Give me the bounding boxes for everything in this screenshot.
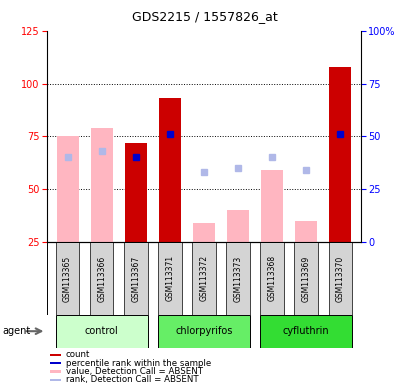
- Text: count: count: [66, 350, 90, 359]
- Bar: [192, 223, 215, 242]
- Text: GSM113367: GSM113367: [131, 255, 140, 301]
- Bar: [328, 242, 351, 315]
- Bar: [226, 242, 249, 315]
- Text: cyfluthrin: cyfluthrin: [282, 326, 329, 336]
- Text: GSM113368: GSM113368: [267, 255, 276, 301]
- Text: agent: agent: [2, 326, 30, 336]
- Text: GSM113373: GSM113373: [233, 255, 242, 301]
- Bar: [56, 136, 79, 242]
- Bar: [90, 128, 112, 242]
- Text: control: control: [85, 326, 118, 336]
- Text: GSM113369: GSM113369: [301, 255, 310, 301]
- Text: chlorpyrifos: chlorpyrifos: [175, 326, 232, 336]
- Text: GSM113365: GSM113365: [63, 255, 72, 301]
- Text: GSM113370: GSM113370: [335, 255, 344, 301]
- Text: GSM113366: GSM113366: [97, 255, 106, 301]
- Bar: [294, 221, 317, 242]
- Bar: [158, 315, 249, 348]
- Text: GDS2215 / 1557826_at: GDS2215 / 1557826_at: [132, 10, 277, 23]
- Bar: [158, 242, 181, 315]
- Bar: [90, 242, 113, 315]
- Bar: [227, 210, 249, 242]
- Bar: [294, 242, 317, 315]
- Bar: [56, 315, 147, 348]
- Bar: [50, 362, 61, 364]
- Bar: [261, 170, 283, 242]
- Text: percentile rank within the sample: percentile rank within the sample: [66, 359, 211, 368]
- Bar: [260, 242, 283, 315]
- Bar: [124, 242, 147, 315]
- Bar: [158, 98, 180, 242]
- Text: GSM113372: GSM113372: [199, 255, 208, 301]
- Text: GSM113371: GSM113371: [165, 255, 174, 301]
- Bar: [260, 315, 351, 348]
- Text: value, Detection Call = ABSENT: value, Detection Call = ABSENT: [66, 367, 202, 376]
- Bar: [328, 67, 351, 242]
- Bar: [124, 143, 146, 242]
- Bar: [50, 379, 61, 381]
- Text: rank, Detection Call = ABSENT: rank, Detection Call = ABSENT: [66, 376, 198, 384]
- Bar: [50, 354, 61, 356]
- Bar: [50, 370, 61, 373]
- Bar: [56, 242, 79, 315]
- Bar: [192, 242, 215, 315]
